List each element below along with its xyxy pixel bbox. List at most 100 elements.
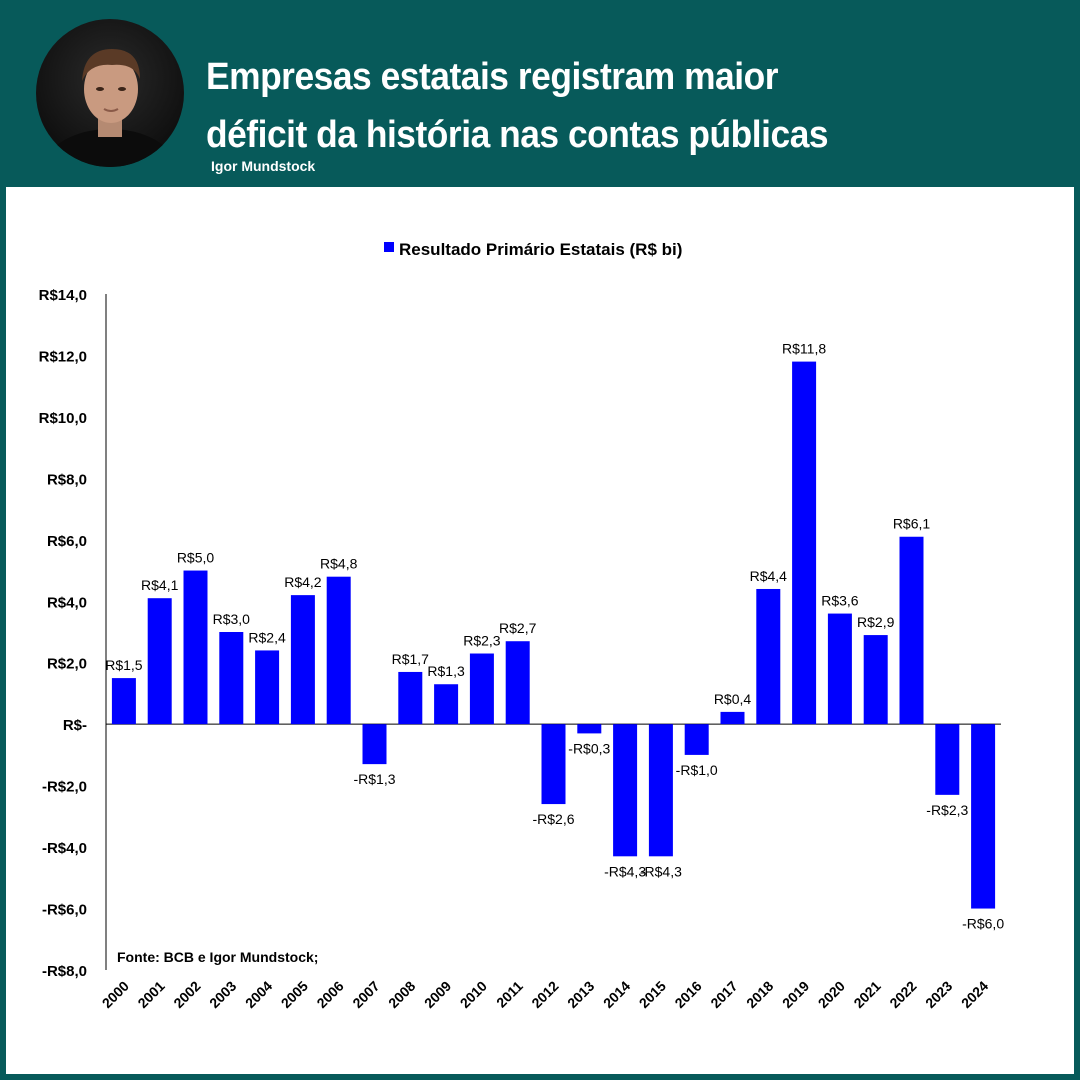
bar: [541, 724, 566, 805]
data-label: R$1,7: [392, 651, 430, 667]
y-tick-label: R$6,0: [47, 533, 87, 550]
y-tick-label: R$12,0: [39, 348, 87, 365]
y-tick-label: R$4,0: [47, 594, 87, 611]
data-label: R$2,4: [248, 629, 286, 645]
data-label: R$4,2: [284, 574, 322, 590]
x-tick-label: 2015: [636, 978, 669, 1011]
x-tick-label: 2006: [313, 978, 346, 1011]
data-label: -R$2,3: [926, 802, 968, 818]
bar: [326, 576, 351, 725]
x-tick-label: 2010: [457, 978, 490, 1011]
y-tick-label: -R$2,0: [42, 779, 87, 796]
x-tick-label: 2018: [743, 978, 776, 1011]
bar: [577, 724, 602, 734]
bar: [899, 536, 924, 725]
x-tick-label: 2023: [922, 978, 955, 1011]
person-portrait-icon: [44, 49, 176, 167]
title-line-2: déficit da história nas contas públicas: [206, 114, 829, 156]
x-tick-label: 2011: [493, 978, 526, 1011]
y-tick-label: R$-: [63, 717, 87, 734]
bar: [505, 641, 530, 725]
x-tick-label: 2009: [421, 978, 454, 1011]
x-tick-label: 2003: [206, 978, 239, 1011]
data-label: R$2,7: [499, 620, 537, 636]
bar: [935, 724, 960, 795]
page-title: Empresas estatais registram maior défici…: [206, 48, 829, 164]
y-tick-label: -R$6,0: [42, 902, 87, 919]
data-label: R$3,0: [213, 611, 251, 627]
x-tick-label: 2005: [278, 978, 311, 1011]
data-label: R$2,3: [463, 633, 501, 649]
data-label: -R$0,3: [568, 740, 610, 756]
y-tick-label: R$8,0: [47, 471, 87, 488]
y-tick-label: -R$4,0: [42, 840, 87, 857]
bars-group: [111, 361, 996, 909]
legend-swatch: [384, 242, 394, 252]
x-tick-label: 2019: [779, 978, 812, 1011]
bar-chart: Resultado Primário Estatais (R$ bi) R$14…: [39, 240, 1005, 1011]
x-tick-label: 2016: [671, 978, 704, 1011]
x-tick-label: 2001: [134, 978, 167, 1011]
x-tick-label: 2004: [242, 978, 275, 1011]
bar: [863, 635, 888, 725]
data-label: R$4,4: [750, 568, 788, 584]
bar: [398, 671, 423, 725]
bar: [147, 598, 172, 725]
data-label: R$5,0: [177, 550, 215, 566]
chart-legend: Resultado Primário Estatais (R$ bi): [384, 240, 682, 259]
y-tick-label: -R$8,0: [42, 963, 87, 980]
data-label: -R$6,0: [962, 916, 1004, 932]
chart-panel: Resultado Primário Estatais (R$ bi) R$14…: [6, 187, 1074, 1074]
data-label: R$0,4: [714, 691, 752, 707]
author-name: Igor Mundstock: [211, 158, 316, 174]
x-tick-label: 2024: [958, 978, 991, 1011]
data-label: R$1,3: [427, 663, 465, 679]
bar: [111, 678, 136, 725]
data-label: -R$4,3: [640, 863, 682, 879]
y-tick-label: R$2,0: [47, 656, 87, 673]
data-label: R$2,9: [857, 614, 895, 630]
bar: [362, 724, 387, 765]
bar: [971, 724, 996, 909]
bar: [183, 570, 208, 725]
header: Empresas estatais registram maior défici…: [0, 0, 1080, 187]
data-label: R$6,1: [893, 516, 931, 532]
bar: [792, 361, 817, 725]
title-line-1: Empresas estatais registram maior: [206, 56, 778, 98]
data-label: R$4,1: [141, 577, 179, 593]
bar: [219, 632, 244, 725]
data-labels-group: R$1,5 R$4,1 R$5,0 R$3,0 R$2,4 R$4,2 R$4,8 -R$1,…: [105, 341, 1004, 932]
x-tick-label: 2021: [850, 978, 883, 1011]
source-note: Fonte: BCB e Igor Mundstock;: [117, 949, 318, 965]
bar: [756, 588, 781, 725]
x-tick-label: 2017: [707, 978, 740, 1011]
x-tick-label: 2000: [99, 978, 132, 1011]
x-tick-label: 2007: [349, 978, 382, 1011]
y-axis: R$14,0 R$12,0 R$10,0 R$8,0 R$6,0 R$4,0 R$2,0 R$…: [39, 287, 1001, 980]
bar: [255, 650, 280, 725]
data-label: -R$4,3: [604, 863, 646, 879]
bar: [469, 653, 494, 725]
bar: [290, 595, 315, 725]
legend-label: Resultado Primário Estatais (R$ bi): [399, 240, 682, 259]
bar: [684, 724, 709, 755]
data-label: -R$1,3: [353, 771, 395, 787]
data-label: R$11,8: [782, 341, 826, 357]
bar: [827, 613, 852, 725]
data-label: -R$1,0: [676, 762, 718, 778]
x-tick-label: 2002: [170, 978, 203, 1011]
bar: [613, 724, 638, 857]
x-axis: 2000 2001 2002 2003 2004 2005 2006 2007 2008 2009…: [99, 978, 992, 1011]
bar: [434, 684, 459, 725]
x-tick-label: 2022: [886, 978, 919, 1011]
data-label: -R$2,6: [532, 811, 574, 827]
x-tick-label: 2020: [815, 978, 848, 1011]
bar: [648, 724, 673, 857]
bar: [720, 711, 745, 725]
x-tick-label: 2012: [528, 978, 561, 1011]
data-label: R$4,8: [320, 556, 358, 572]
y-tick-label: R$10,0: [39, 410, 87, 427]
data-label: R$1,5: [105, 657, 143, 673]
y-tick-label: R$14,0: [39, 287, 87, 304]
x-tick-label: 2014: [600, 978, 633, 1011]
